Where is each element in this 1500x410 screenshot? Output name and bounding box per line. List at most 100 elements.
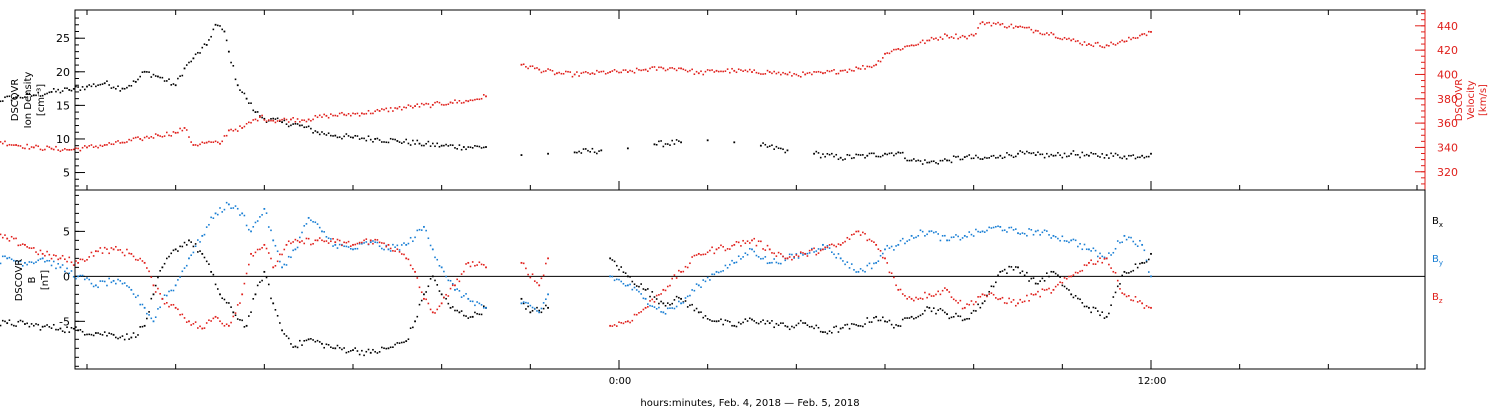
by-point-fill xyxy=(1110,254,1112,256)
by-point-fill xyxy=(997,225,999,228)
density-point-fill xyxy=(926,161,928,164)
bx-point-fill xyxy=(1065,287,1068,290)
density-point-fill xyxy=(75,85,77,88)
by-point-fill xyxy=(819,248,822,250)
bz-point xyxy=(609,324,612,327)
bz-point-fill xyxy=(813,247,815,250)
bx-point-fill xyxy=(764,322,767,325)
by-point-fill xyxy=(926,233,928,236)
bx-point-fill xyxy=(724,319,727,321)
bz-point xyxy=(804,252,807,255)
velocity-point-fill xyxy=(828,70,831,73)
bz-point-fill xyxy=(935,293,937,296)
density-point xyxy=(440,144,443,147)
by-point-fill xyxy=(764,256,767,258)
density-point-fill xyxy=(265,121,268,123)
by-point-fill xyxy=(793,257,795,259)
bz-point-fill xyxy=(986,295,988,298)
by-point-fill xyxy=(1074,239,1077,242)
bx-point-fill xyxy=(706,318,709,320)
by-point xyxy=(214,212,217,215)
bx-point-fill xyxy=(429,277,432,280)
by-point-fill xyxy=(660,311,662,313)
velocity-point-fill xyxy=(312,118,314,121)
bz-point-fill xyxy=(197,327,199,329)
by-point-fill xyxy=(236,207,239,210)
density-point-fill xyxy=(1065,155,1068,158)
bz-point-fill xyxy=(793,256,795,258)
by-point-fill xyxy=(864,270,866,273)
velocity-point-fill xyxy=(1077,40,1079,42)
bz-point-fill xyxy=(305,237,308,240)
bz-point-fill xyxy=(755,244,758,247)
density-point-fill xyxy=(877,155,880,158)
by-point-fill xyxy=(259,216,261,218)
density-point-fill xyxy=(230,61,232,64)
velocity-point-fill xyxy=(915,44,917,46)
bz-point xyxy=(272,266,275,269)
density-point xyxy=(157,75,159,78)
bx-point-fill xyxy=(748,317,751,320)
bz-point-fill xyxy=(256,248,259,251)
velocity-point-fill xyxy=(744,69,747,72)
by-point-fill xyxy=(1072,238,1075,241)
bx-point-fill xyxy=(992,285,995,288)
bx-point-fill xyxy=(383,347,385,350)
by-point-fill xyxy=(915,236,917,239)
bx-point-fill xyxy=(299,339,301,342)
bx-point-fill xyxy=(15,325,17,327)
bz-point-fill xyxy=(762,248,764,250)
by-point xyxy=(334,243,337,246)
by-point xyxy=(281,266,283,269)
velocity-point xyxy=(68,148,71,151)
by-point-fill xyxy=(216,213,219,216)
by-point xyxy=(454,288,456,291)
bx-point-fill xyxy=(1077,297,1079,300)
velocity-point-fill xyxy=(106,144,108,146)
density-point-fill xyxy=(243,92,246,95)
bz-point-fill xyxy=(183,317,186,319)
velocity-point-fill xyxy=(363,113,365,115)
density-point-fill xyxy=(855,153,857,156)
by-point-fill xyxy=(296,246,299,249)
bx-point-fill xyxy=(21,320,24,323)
bx-point xyxy=(232,311,235,314)
bz-point-fill xyxy=(338,239,341,242)
velocity-point xyxy=(396,107,399,110)
bx-point-fill xyxy=(4,320,6,323)
velocity-point-fill xyxy=(210,141,212,143)
by-point-fill xyxy=(986,229,988,232)
density-point-fill xyxy=(890,152,893,154)
bx-point xyxy=(804,322,807,325)
bz-point-fill xyxy=(361,241,363,244)
bx-point xyxy=(547,306,549,309)
x-axis-label: hours:minutes, Feb. 4, 2018 — Feb. 5, 20… xyxy=(640,398,859,409)
by-point xyxy=(875,261,878,264)
bx-point-fill xyxy=(35,323,37,325)
bz-point-fill xyxy=(456,278,458,281)
bx-point-fill xyxy=(952,315,955,318)
bx-point-fill xyxy=(137,334,139,336)
bx-point-fill xyxy=(1147,258,1150,261)
density-point xyxy=(281,121,283,124)
velocity-point-fill xyxy=(1119,41,1121,43)
bx-point-fill xyxy=(13,324,15,327)
bx-point xyxy=(210,270,213,273)
velocity-point-fill xyxy=(482,94,485,96)
density-point-fill xyxy=(414,143,416,145)
bz-point-fill xyxy=(542,274,545,277)
by-point-fill xyxy=(28,261,31,263)
bx-point-fill xyxy=(349,350,352,352)
density-point-fill xyxy=(576,151,578,154)
bz-point-fill xyxy=(855,230,857,233)
bx-point-fill xyxy=(476,312,478,315)
bz-point-fill xyxy=(482,264,485,266)
bz-point-fill xyxy=(777,251,780,254)
bx-point-fill xyxy=(325,343,328,346)
bx-point xyxy=(24,323,26,325)
by-point-fill xyxy=(955,234,957,236)
velocity-point xyxy=(1105,44,1108,47)
bx-point xyxy=(152,293,155,296)
velocity-point-fill xyxy=(0,141,2,143)
by-point-fill xyxy=(924,235,926,237)
